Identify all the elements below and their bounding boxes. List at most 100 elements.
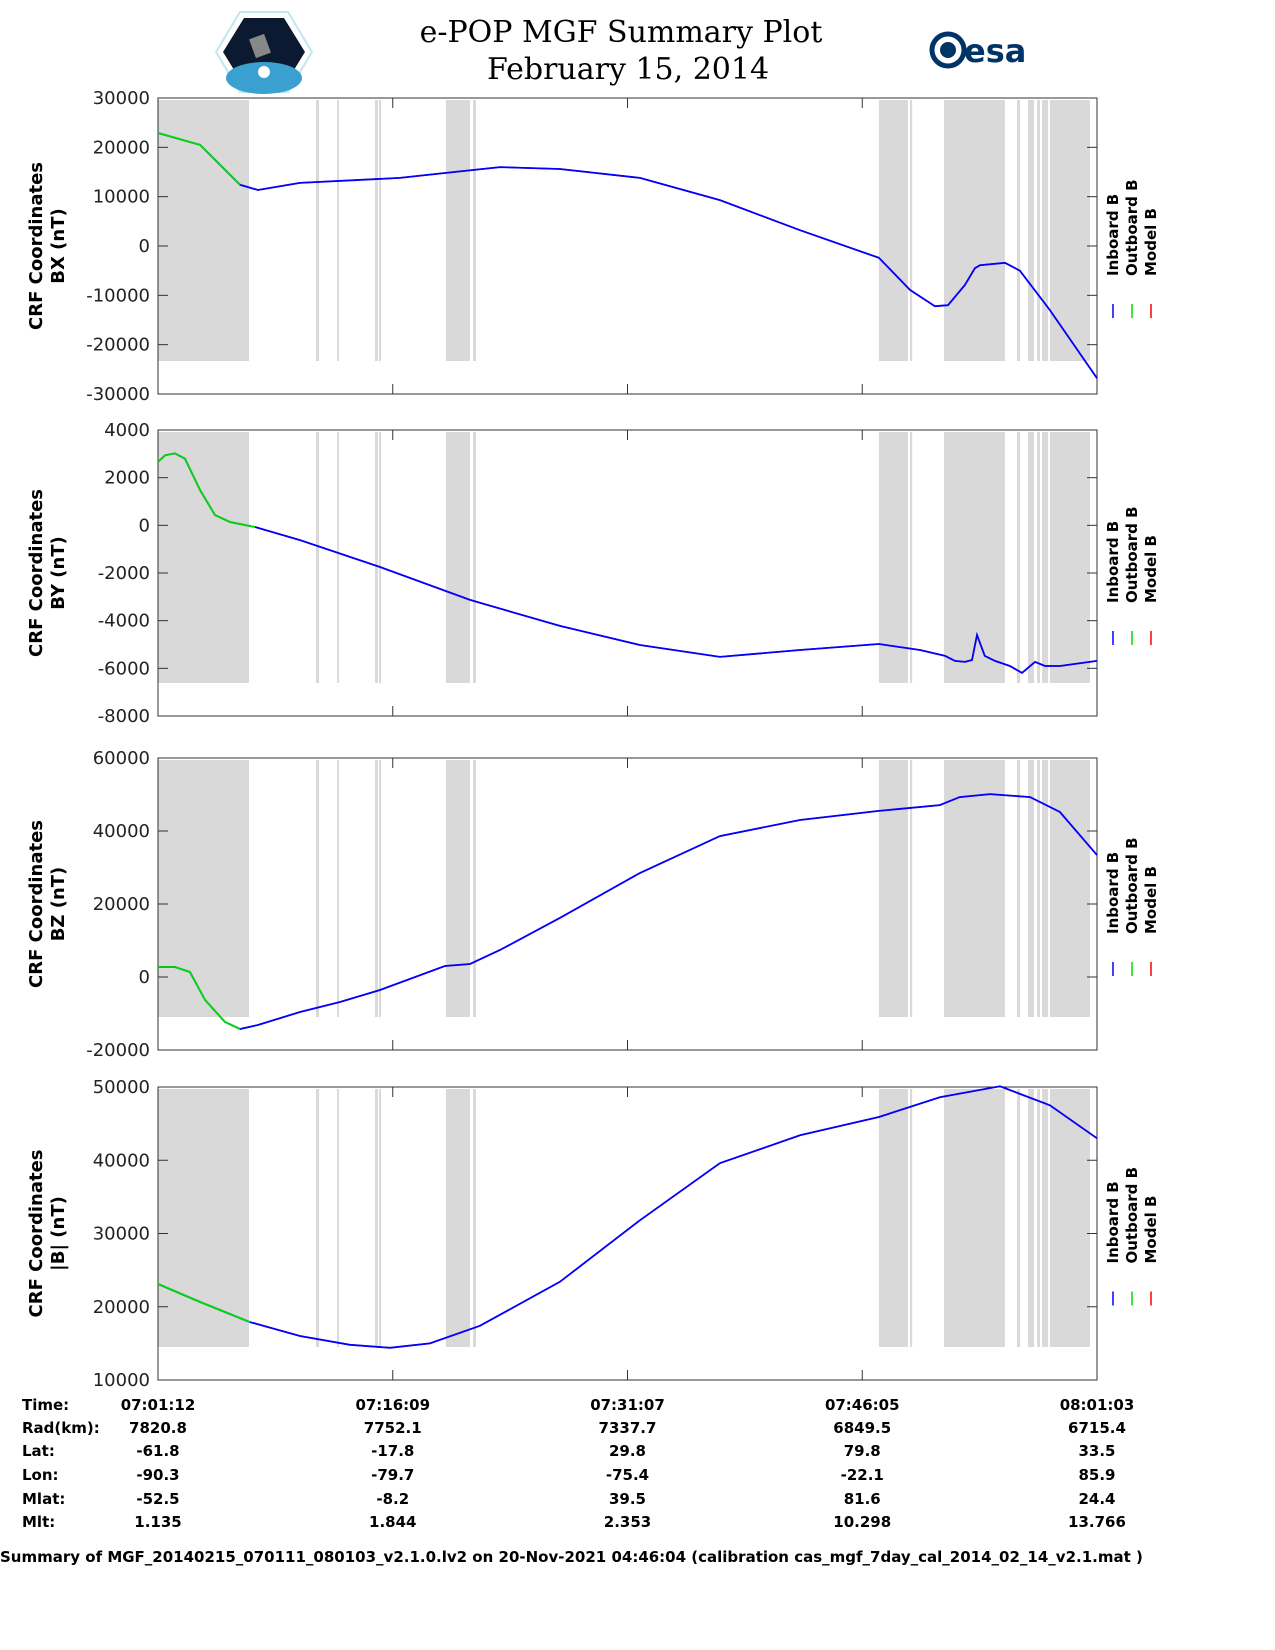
data-gap-band (473, 100, 476, 361)
data-gap-band (1037, 1089, 1040, 1347)
y-tick-label: -2000 (98, 563, 150, 584)
table-row-label: Lat: (22, 1442, 55, 1460)
data-gap-band (910, 1089, 913, 1347)
table-cell: -52.5 (136, 1490, 179, 1508)
panel-1: -30000 -20000 -10000 0 10000 20000 30000 CRF Co… (26, 88, 1160, 405)
table-cell: 1.844 (369, 1513, 416, 1531)
y-tick-label: 0 (139, 236, 150, 257)
table-cell: -17.8 (371, 1442, 414, 1460)
data-gap-band (378, 432, 382, 683)
y-tick-label: 40000 (93, 1150, 150, 1171)
table-cell: 29.8 (609, 1442, 646, 1460)
data-gap-band (315, 760, 320, 1017)
legend-label: Inboard B (1104, 194, 1122, 276)
y-tick-label: 2000 (104, 468, 150, 489)
table-cell: -75.4 (606, 1466, 649, 1484)
series-outboard-b (158, 966, 241, 1030)
data-gap-band (445, 100, 470, 361)
y-axis-label-line2: BY (nT) (48, 536, 69, 610)
x-tick-label: 07:46:05 (825, 1396, 900, 1414)
y-axis-label-line1: CRF Coordinates (26, 820, 47, 988)
y-tick-label: 0 (139, 967, 150, 988)
x-tick-label: 07:16:09 (355, 1396, 430, 1414)
y-axis-label-line2: BX (nT) (48, 208, 69, 283)
chart-title: e-POP MGF Summary Plot (420, 15, 823, 50)
y-tick-label: 20000 (93, 1297, 150, 1318)
chart-subtitle: February 15, 2014 (487, 52, 769, 87)
table-row-label: Time: (22, 1396, 69, 1414)
series-outboard-b (157, 132, 241, 186)
data-gap-band (910, 432, 913, 683)
table-cell: 39.5 (609, 1490, 646, 1508)
data-gap-band (337, 432, 339, 683)
data-gap-band (1049, 760, 1090, 1017)
data-gap-band (1016, 432, 1021, 683)
svg-text:esa: esa (964, 32, 1026, 70)
data-gap-band (158, 432, 249, 683)
y-axis-label-line1: CRF Coordinates (26, 489, 47, 657)
y-axis-label-line1: CRF Coordinates (26, 162, 47, 330)
legend-label: Model B (1142, 866, 1160, 934)
data-gap-band (378, 100, 382, 361)
series-outboard-b (157, 452, 256, 528)
y-axis-label-line1: CRF Coordinates (26, 1150, 47, 1318)
legend-label: Outboard B (1123, 837, 1141, 934)
y-tick-label: 60000 (93, 748, 150, 769)
data-gap-band (944, 760, 1005, 1017)
y-tick-label: 10000 (93, 1370, 150, 1391)
table-cell: 7752.1 (364, 1419, 422, 1437)
data-gap-band (878, 760, 908, 1017)
table-row-label: Mlt: (22, 1513, 55, 1531)
y-tick-label: -8000 (98, 706, 150, 727)
table-cell: 33.5 (1078, 1442, 1115, 1460)
table-cell: 10.298 (833, 1513, 891, 1531)
esa-logo: esa (929, 31, 1026, 70)
y-axis-label: CRF CoordinatesBX (nT) (26, 162, 69, 330)
data-gap-band (1049, 100, 1090, 361)
x-tick-label: 08:01:03 (1060, 1396, 1135, 1414)
y-tick-label: 20000 (93, 894, 150, 915)
data-gap-band (1016, 1089, 1021, 1347)
data-gap-band (375, 760, 378, 1017)
data-gap-band (1027, 760, 1034, 1017)
data-gap-band (878, 1089, 908, 1347)
table-row-label: Rad(km): (22, 1419, 100, 1437)
y-tick-label: 30000 (93, 1224, 150, 1245)
table-cell: -90.3 (136, 1466, 179, 1484)
data-gap-band (337, 760, 339, 1017)
data-gap-band (337, 1089, 339, 1347)
data-gap-band (473, 432, 476, 683)
panel-3: -20000 0 20000 40000 60000 CRF CoordinatesBZ … (26, 748, 1160, 1061)
y-axis-label-line2: BZ (nT) (48, 867, 69, 942)
legend-label: Model B (1142, 1196, 1160, 1264)
table-cell: 7820.8 (129, 1419, 187, 1437)
table-cell: 6849.5 (833, 1419, 891, 1437)
legend-label: Outboard B (1123, 506, 1141, 603)
y-tick-label: 0 (139, 515, 150, 536)
data-gap-band (1037, 432, 1040, 683)
data-gap-band (158, 100, 249, 361)
data-gap-band (944, 432, 1005, 683)
table-cell: -8.2 (376, 1490, 409, 1508)
data-gap-band (878, 432, 908, 683)
data-gap-band (1037, 100, 1040, 361)
table-cell: 1.135 (134, 1513, 181, 1531)
data-gap-band (910, 760, 913, 1017)
series-outboard-b (157, 1283, 251, 1323)
legend-label: Inboard B (1104, 521, 1122, 603)
y-tick-label: -20000 (86, 1040, 150, 1061)
y-tick-label: -20000 (86, 335, 150, 356)
data-gap-band (445, 1089, 470, 1347)
table-cell: 7337.7 (599, 1419, 657, 1437)
data-gap-band (944, 100, 1005, 361)
data-gap-band (1049, 432, 1090, 683)
data-gap-band (378, 1089, 382, 1347)
y-tick-label: 4000 (104, 420, 150, 441)
data-gap-band (1027, 100, 1034, 361)
y-tick-label: 40000 (93, 821, 150, 842)
data-gap-band (1027, 432, 1034, 683)
data-gap-band (944, 1089, 1005, 1347)
y-tick-label: 10000 (93, 187, 150, 208)
data-gap-band (1027, 1089, 1034, 1347)
